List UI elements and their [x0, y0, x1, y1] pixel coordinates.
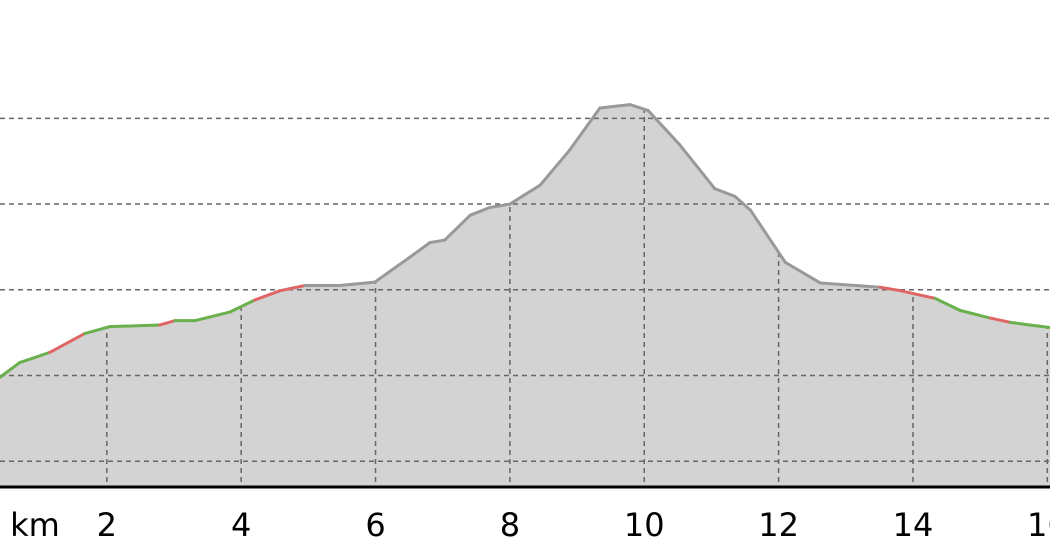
- profile-segment: [538, 148, 572, 187]
- profile-segment: [48, 332, 87, 354]
- x-unit-label: km: [10, 506, 60, 544]
- profile-segment: [428, 238, 447, 245]
- profile-segment: [818, 281, 882, 289]
- profile-segment: [508, 183, 542, 206]
- profile-segment: [1008, 320, 1032, 327]
- x-tick-label: 14: [893, 506, 934, 544]
- profile-segment: [598, 103, 632, 110]
- profile-segment: [278, 284, 307, 293]
- x-tick-label: 12: [758, 506, 799, 544]
- x-tick-label: 16: [1027, 506, 1050, 544]
- profile-segment: [488, 202, 512, 209]
- profile-segment: [193, 310, 232, 323]
- profile-segment: [678, 143, 717, 191]
- x-tick-label: 10: [624, 506, 665, 544]
- elevation-area: [0, 104, 1050, 487]
- profile-segment: [628, 103, 650, 113]
- profile-segment: [713, 187, 737, 198]
- profile-segment: [408, 241, 432, 259]
- profile-segment: [83, 325, 112, 336]
- profile-segment: [1028, 323, 1050, 330]
- profile-segment: [898, 289, 937, 300]
- profile-segment: [878, 285, 902, 293]
- x-tick-label: 2: [97, 506, 117, 544]
- profile-segment: [253, 289, 282, 302]
- profile-segment: [158, 319, 177, 327]
- profile-segment: [108, 323, 162, 329]
- profile-segment: [933, 296, 962, 312]
- x-tick-label: 8: [500, 506, 520, 544]
- profile-segment: [17, 350, 52, 365]
- profile-segment: [748, 208, 787, 264]
- profile-segment: [568, 106, 602, 152]
- profile-segment: [783, 260, 822, 285]
- profile-segment: [468, 205, 492, 217]
- x-tick-label: 6: [365, 506, 385, 544]
- profile-segment: [646, 109, 682, 147]
- x-tick-label: 4: [231, 506, 251, 544]
- profile-segment: [0, 361, 21, 379]
- profile-segment: [228, 298, 257, 314]
- profile-segment: [958, 308, 992, 320]
- profile-segment: [988, 316, 1012, 324]
- profile-segment: [443, 213, 472, 242]
- profile-segment: [733, 194, 752, 212]
- profile-segment: [373, 255, 412, 284]
- profile-segment: [338, 280, 377, 288]
